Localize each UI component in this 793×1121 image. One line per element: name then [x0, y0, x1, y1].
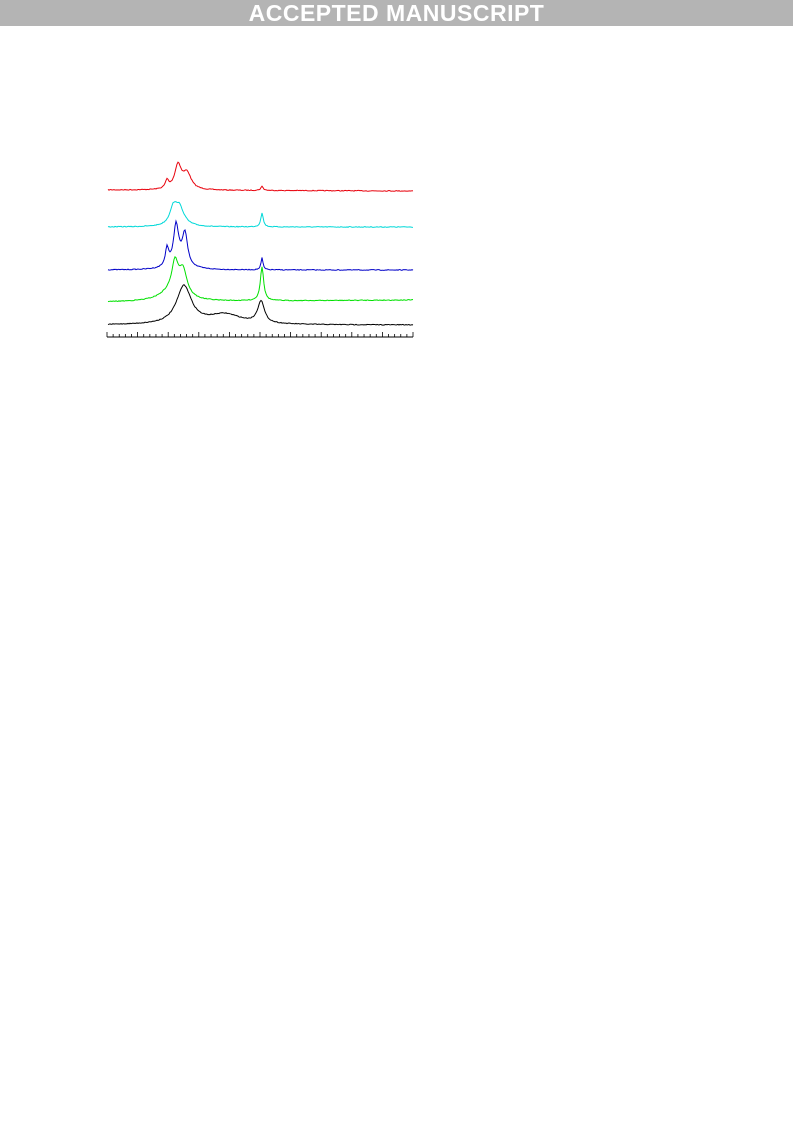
- banner: ACCEPTED MANUSCRIPT: [0, 0, 793, 26]
- spectrum-trace: [107, 219, 414, 271]
- ticks: [106, 332, 414, 337]
- spectrum-trace: [107, 201, 414, 228]
- spectrum-trace: [107, 283, 414, 326]
- spectrum-trace: [107, 256, 414, 303]
- spectrum-trace: [107, 161, 414, 192]
- spectra: [107, 161, 414, 326]
